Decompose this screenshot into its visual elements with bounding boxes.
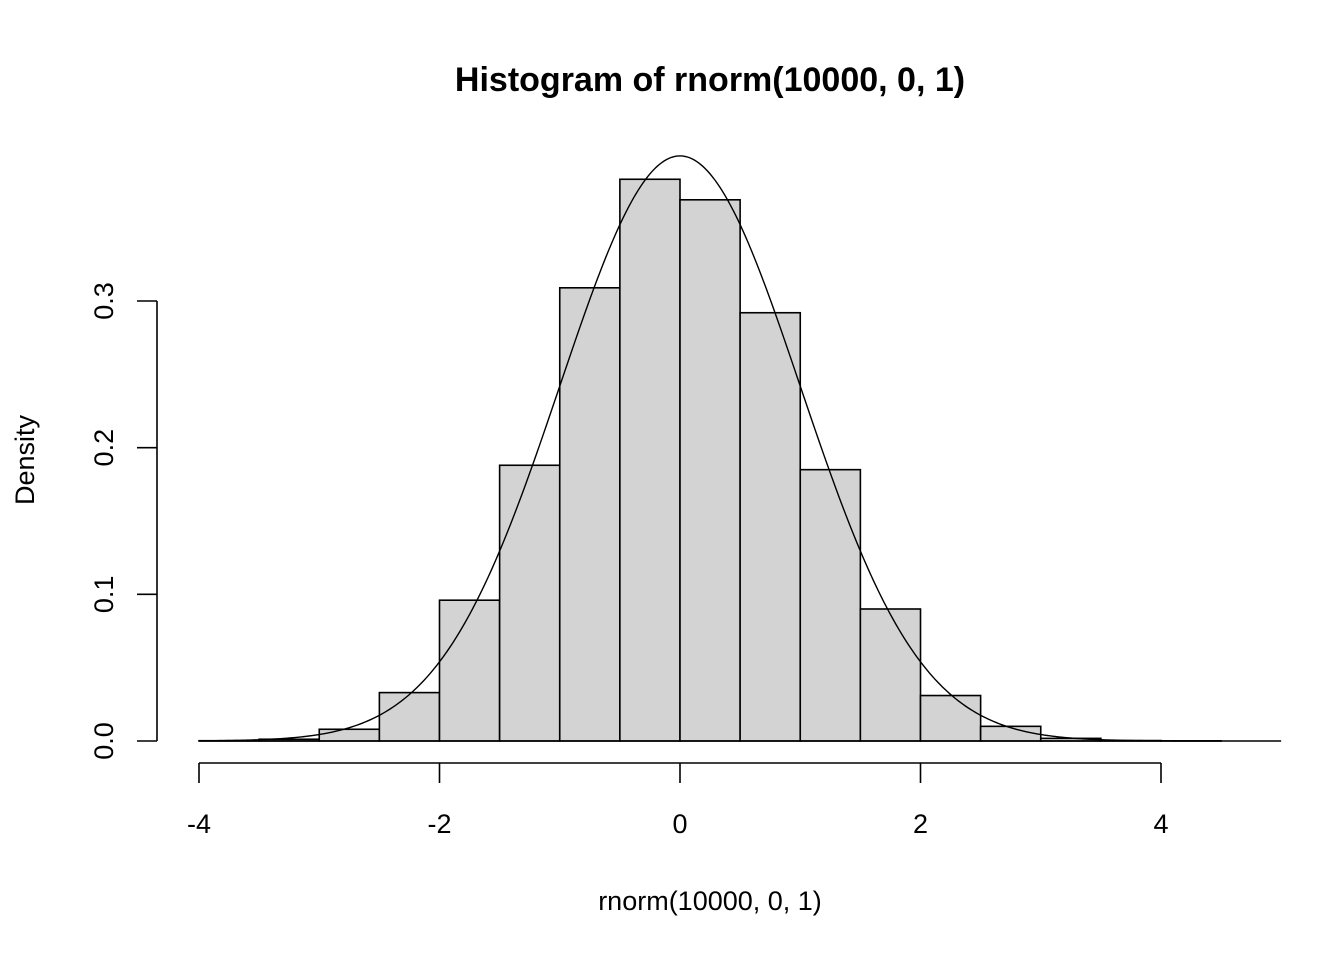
x-tick-label-1: -2 bbox=[427, 809, 451, 839]
histogram-bar-12 bbox=[919, 694, 982, 742]
histogram-bar-6 bbox=[558, 286, 621, 742]
y-axis-label: Density bbox=[10, 414, 40, 505]
normal-density-curve bbox=[198, 155, 1222, 742]
histogram-bar-13 bbox=[979, 725, 1042, 742]
y-tick-label-2: 0.2 bbox=[89, 429, 119, 467]
histogram-bar-8 bbox=[679, 199, 741, 742]
histogram-bar-11 bbox=[859, 608, 922, 742]
x-tick-label-3: 2 bbox=[913, 809, 928, 839]
histogram-bars bbox=[198, 178, 1222, 742]
y-tick-label-0: 0.0 bbox=[89, 722, 119, 760]
histogram-bar-3 bbox=[378, 691, 441, 742]
x-axis-label: rnorm(10000, 0, 1) bbox=[598, 886, 822, 916]
x-axis: -4 -2 0 2 4 bbox=[187, 762, 1169, 839]
x-tick-label-4: 4 bbox=[1153, 809, 1168, 839]
histogram-bar-10 bbox=[799, 468, 862, 742]
x-tick-label-2: 0 bbox=[672, 809, 687, 839]
histogram-bar-2 bbox=[318, 728, 381, 742]
histogram-bar-7 bbox=[619, 178, 681, 742]
histogram-bar-5 bbox=[498, 464, 561, 742]
y-tick-label-3: 0.3 bbox=[89, 282, 119, 320]
x-tick-label-0: -4 bbox=[187, 809, 211, 839]
chart-title: Histogram of rnorm(10000, 0, 1) bbox=[455, 61, 965, 99]
y-axis: 0.0 0.1 0.2 0.3 bbox=[89, 282, 158, 760]
histogram-bar-9 bbox=[739, 311, 802, 742]
y-tick-label-1: 0.1 bbox=[89, 576, 119, 614]
histogram-bar-4 bbox=[438, 599, 501, 742]
